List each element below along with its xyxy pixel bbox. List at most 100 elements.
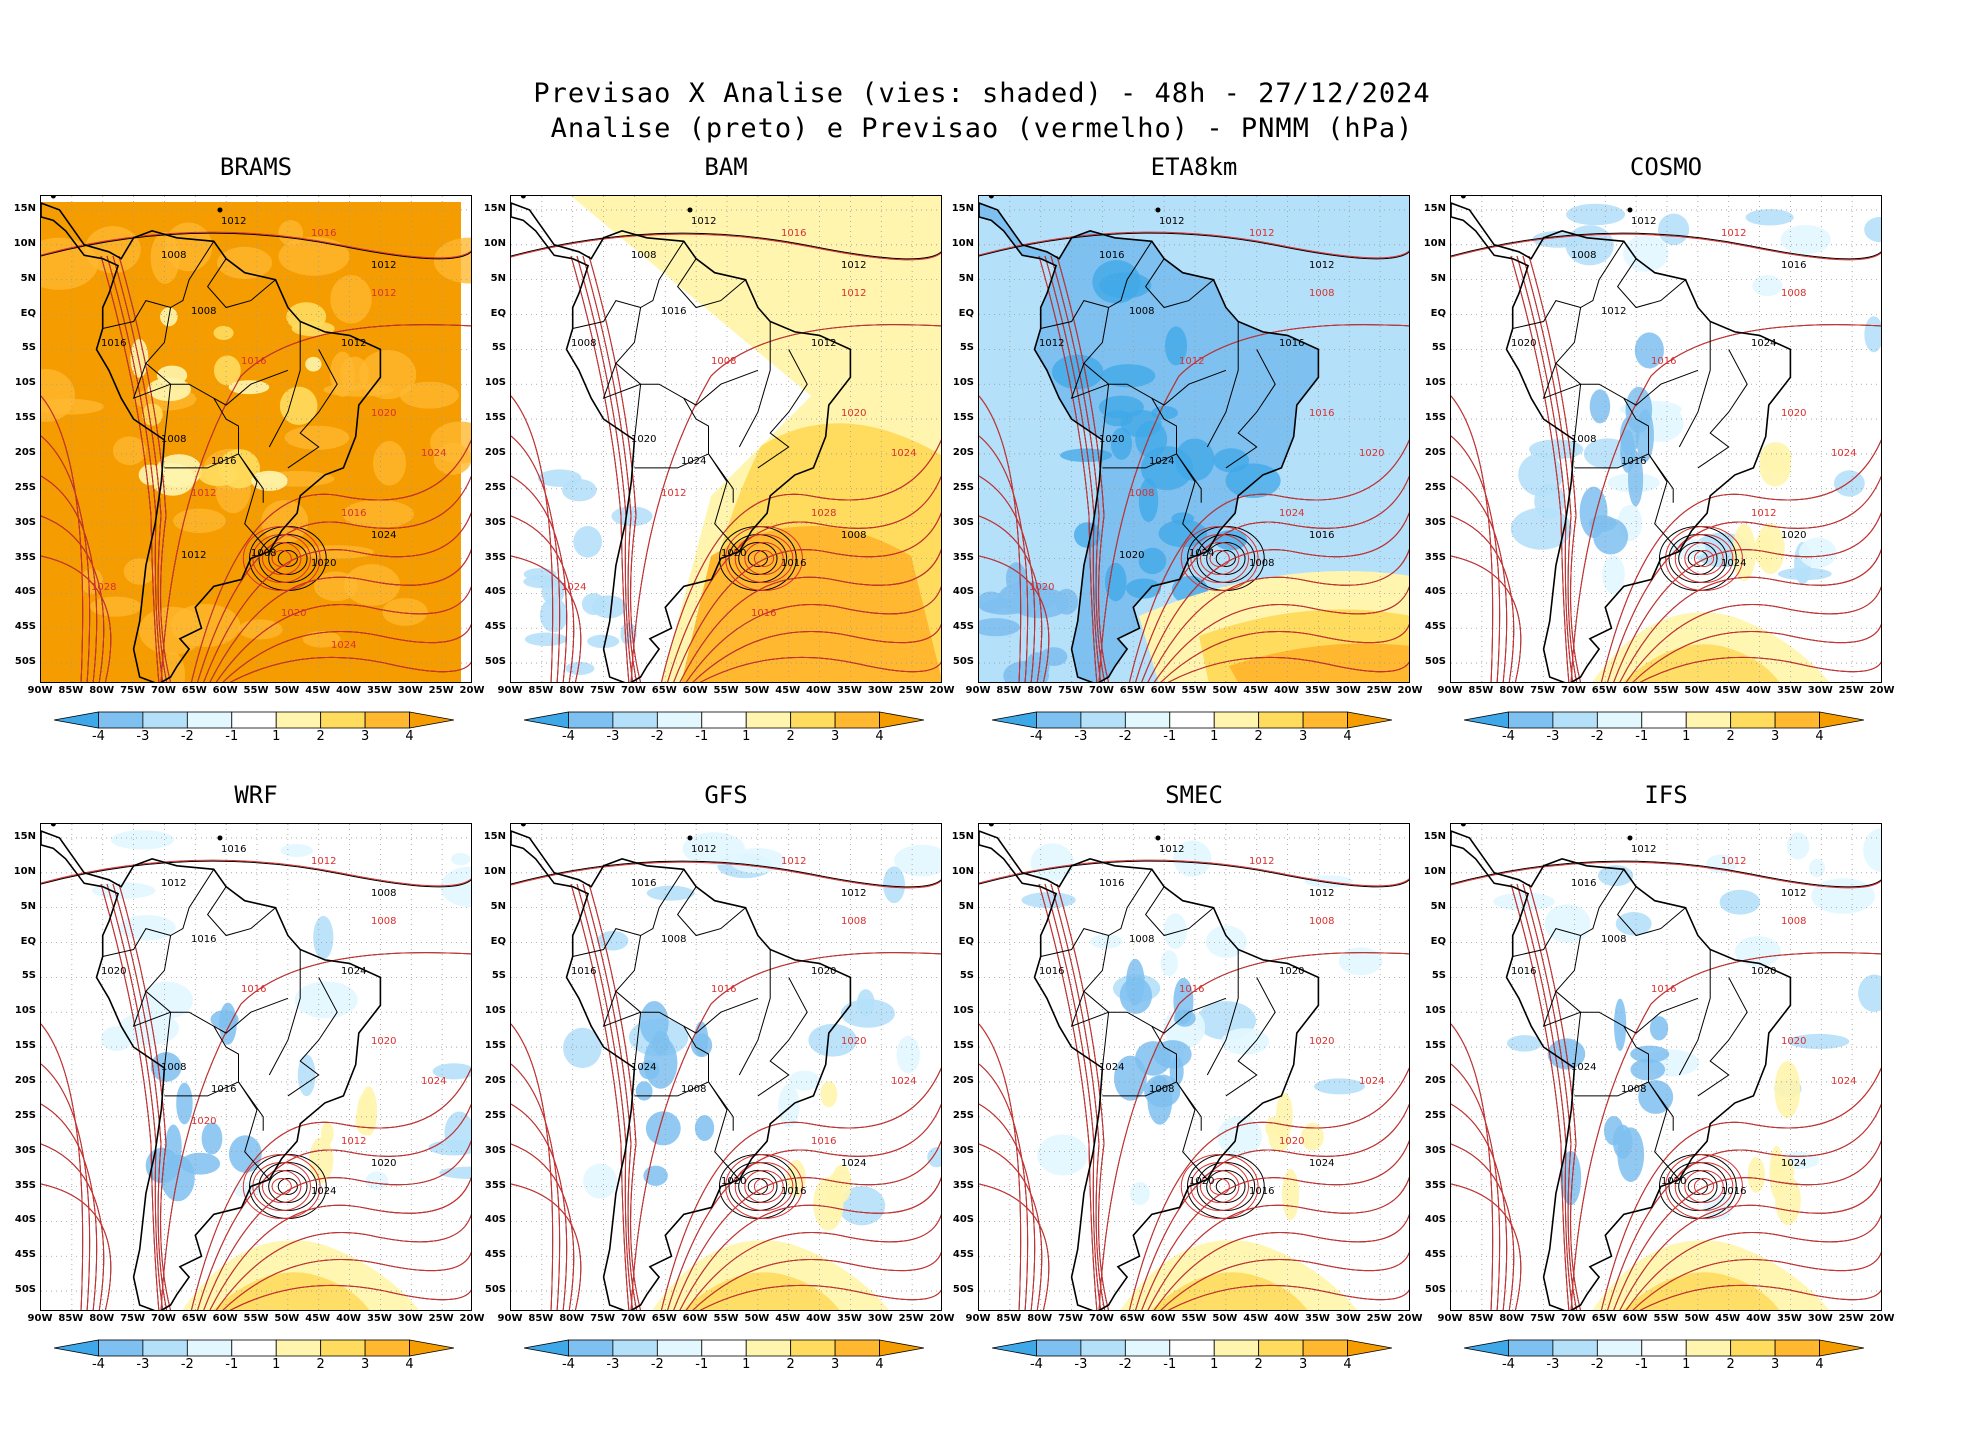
lon-tick-label: 75W	[120, 685, 145, 696]
analysis-isobar-label: 1012	[1039, 338, 1064, 349]
forecast-isobar-label: 1020	[1309, 1036, 1334, 1047]
lat-tick-label: 25S	[2, 1110, 36, 1121]
analysis-isobar-label: 1012	[841, 888, 866, 899]
colorbar-tick-label: -4	[1030, 729, 1043, 744]
lon-tick-label: 85W	[996, 1313, 1021, 1324]
lat-tick-label: 30S	[1412, 1145, 1446, 1156]
colorbar-tick-label: 3	[831, 1357, 839, 1372]
forecast-isobar-label: 1016	[1309, 408, 1334, 419]
colorbar-tick-label: -3	[606, 1357, 619, 1372]
lat-tick-label: 10S	[1412, 1005, 1446, 1016]
analysis-isobar-label: 1016	[211, 456, 236, 467]
lon-tick-label: 60W	[1623, 685, 1648, 696]
lon-tick-label: 65W	[1592, 685, 1617, 696]
forecast-isobar-label: 1024	[1831, 448, 1856, 459]
colorbar-tick-label: -3	[136, 729, 149, 744]
forecast-isobar-label: 1020	[1279, 1136, 1304, 1147]
lat-tick-label: 25S	[472, 1110, 506, 1121]
lon-tick-label: 60W	[1623, 1313, 1648, 1324]
lon-tick-label: 55W	[1182, 1313, 1207, 1324]
lon-tick-label: 45W	[305, 685, 330, 696]
analysis-isobar-label: 1012	[161, 878, 186, 889]
analysis-isobar-label: 1020	[101, 966, 126, 977]
colorbar-tick-label: 3	[361, 1357, 369, 1372]
analysis-isobar-label: 1016	[1099, 878, 1124, 889]
lat-tick-label: 10S	[472, 1005, 506, 1016]
forecast-isobar-label: 1024	[331, 640, 356, 651]
lon-tick-label: 85W	[996, 685, 1021, 696]
analysis-isobar-label: 1020	[1099, 434, 1124, 445]
bias-colorbar: -4 -3 -2 -1 1 2 3 4	[524, 711, 924, 751]
analysis-isobar-label: 1016	[1099, 250, 1124, 261]
colorbar-tick-label: 2	[1727, 1357, 1735, 1372]
analysis-isobar-label: 1024	[1149, 456, 1174, 467]
lat-tick-label: 10N	[1412, 238, 1446, 249]
forecast-isobar-label: 1016	[811, 1136, 836, 1147]
bias-colorbar: -4 -3 -2 -1 1 2 3 4	[1464, 711, 1864, 751]
lat-tick-label: 30S	[2, 517, 36, 528]
forecast-isobar-label: 1012	[661, 488, 686, 499]
lon-tick-label: 90W	[28, 1313, 53, 1324]
colorbar-tick-label: -1	[225, 1357, 238, 1372]
colorbar-tick-label: -4	[562, 729, 575, 744]
lon-tick-label: 90W	[1438, 685, 1463, 696]
lat-tick-label: 5N	[472, 273, 506, 284]
lat-tick-label: 15N	[472, 831, 506, 842]
lon-tick-label: 65W	[652, 685, 677, 696]
forecast-isobar-label: 1024	[421, 1076, 446, 1087]
analysis-isobar-label: 1020	[1751, 966, 1776, 977]
lat-tick-label: 5N	[940, 901, 974, 912]
forecast-isobar-label: 1024	[891, 1076, 916, 1087]
colorbar-tick-label: 1	[1210, 729, 1218, 744]
model-panel-bam: BAM 1012 1008 1012 1016 1008 1012 1020 1024 1016 1…	[472, 147, 942, 757]
lon-tick-label: 55W	[244, 1313, 269, 1324]
colorbar-tick-label: -3	[1546, 1357, 1559, 1372]
panel-title: SMEC	[978, 781, 1410, 809]
colorbar-tick-label: 3	[1771, 1357, 1779, 1372]
lon-tick-label: 65W	[1592, 1313, 1617, 1324]
colorbar-tick-label: 4	[1343, 729, 1351, 744]
lon-tick-label: 50W	[1212, 1313, 1237, 1324]
lon-tick-label: 85W	[528, 685, 553, 696]
analysis-isobar-label: 1024	[631, 1062, 656, 1073]
lat-tick-label: 45S	[472, 621, 506, 632]
lon-tick-label: 70W	[621, 685, 646, 696]
panel-title: ETA8km	[978, 153, 1410, 181]
lon-tick-label: 80W	[559, 685, 584, 696]
forecast-map: 1012 1008 1012 1008 1016 1012 1008 1016 1020 1024…	[40, 195, 472, 683]
model-panel-gfs: GFS 1012 1016 1012 1008 1016 1020 1024 1008 1016 1…	[472, 775, 942, 1385]
lat-tick-label: 20S	[1412, 1075, 1446, 1086]
colorbar-tick-label: -4	[1502, 1357, 1515, 1372]
lon-tick-label: 55W	[244, 685, 269, 696]
bias-colorbar: -4 -3 -2 -1 1 2 3 4	[992, 1339, 1392, 1379]
lat-tick-label: 5N	[940, 273, 974, 284]
forecast-isobar-label: 1008	[711, 356, 736, 367]
lon-tick-label: 40W	[336, 1313, 361, 1324]
analysis-isobar-label: 1008	[1129, 934, 1154, 945]
analysis-isobar-label: 1012	[1309, 260, 1334, 271]
lon-tick-label: 70W	[1561, 1313, 1586, 1324]
analysis-isobar-label: 1024	[1751, 338, 1776, 349]
forecast-isobar-label: 1016	[1651, 356, 1676, 367]
lon-tick-label: 50W	[744, 1313, 769, 1324]
lon-tick-label: 85W	[1468, 685, 1493, 696]
analysis-isobar-label: 1012	[1601, 306, 1626, 317]
lon-tick-label: 75W	[120, 1313, 145, 1324]
lon-tick-label: 75W	[1058, 685, 1083, 696]
lon-tick-label: 30W	[398, 685, 423, 696]
lat-tick-label: 5N	[1412, 901, 1446, 912]
analysis-isobar-label: 1016	[1621, 456, 1646, 467]
lon-tick-label: 80W	[89, 685, 114, 696]
analysis-isobar-label: 1020	[371, 1158, 396, 1169]
colorbar-tick-label: 1	[1682, 729, 1690, 744]
analysis-isobar-label: 1016	[781, 1186, 806, 1197]
lon-tick-label: 60W	[1151, 685, 1176, 696]
lon-tick-label: 25W	[1367, 685, 1392, 696]
colorbar-tick-label: 4	[405, 1357, 413, 1372]
analysis-isobar-label: 1012	[341, 338, 366, 349]
analysis-isobar-label: 1020	[811, 966, 836, 977]
lon-tick-label: 40W	[1274, 685, 1299, 696]
lat-tick-label: 10N	[472, 866, 506, 877]
colorbar-tick-label: -4	[1030, 1357, 1043, 1372]
forecast-isobar-label: 1016	[1651, 984, 1676, 995]
